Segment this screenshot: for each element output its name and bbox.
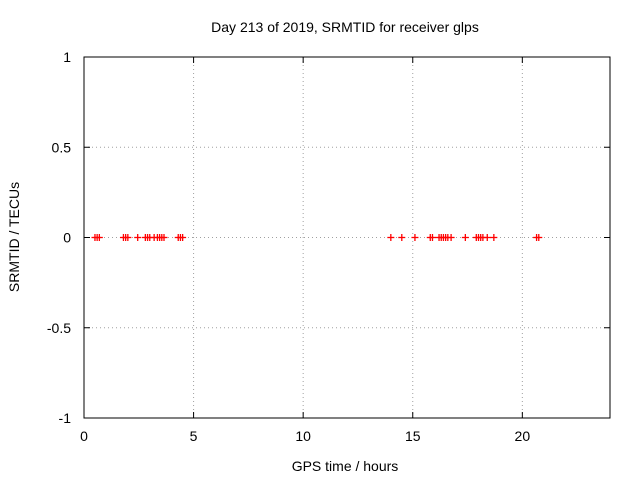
data-point <box>124 234 132 241</box>
y-tick-label: 1 <box>63 49 71 65</box>
data-point <box>483 234 491 241</box>
y-tick-label: -1 <box>59 410 72 426</box>
data-point <box>535 234 543 241</box>
y-axis-label: SRMTID / TECUs <box>6 182 22 292</box>
x-tick-label: 10 <box>295 428 311 444</box>
y-tick-label: 0.5 <box>52 139 72 155</box>
data-point <box>411 234 419 241</box>
x-tick-label: 0 <box>80 428 88 444</box>
x-tick-label: 15 <box>405 428 421 444</box>
data-point <box>490 234 498 241</box>
x-tick-label: 5 <box>190 428 198 444</box>
data-point <box>398 234 406 241</box>
y-tick-label: 0 <box>63 230 71 246</box>
data-point <box>160 234 168 241</box>
chart-title: Day 213 of 2019, SRMTID for receiver glp… <box>211 19 479 35</box>
data-point <box>95 234 103 241</box>
data-point <box>179 234 187 241</box>
data-point <box>461 234 469 241</box>
data-points <box>91 234 543 241</box>
data-point <box>428 234 436 241</box>
y-tick-label: -0.5 <box>47 320 71 336</box>
x-tick-label: 20 <box>515 428 531 444</box>
data-point <box>447 234 455 241</box>
data-point <box>387 234 395 241</box>
data-point <box>134 234 142 241</box>
axis-ticks: 0 5 10 15 20 -1 -0.5 0 0.5 1 <box>47 49 610 444</box>
x-axis-label: GPS time / hours <box>292 458 399 474</box>
